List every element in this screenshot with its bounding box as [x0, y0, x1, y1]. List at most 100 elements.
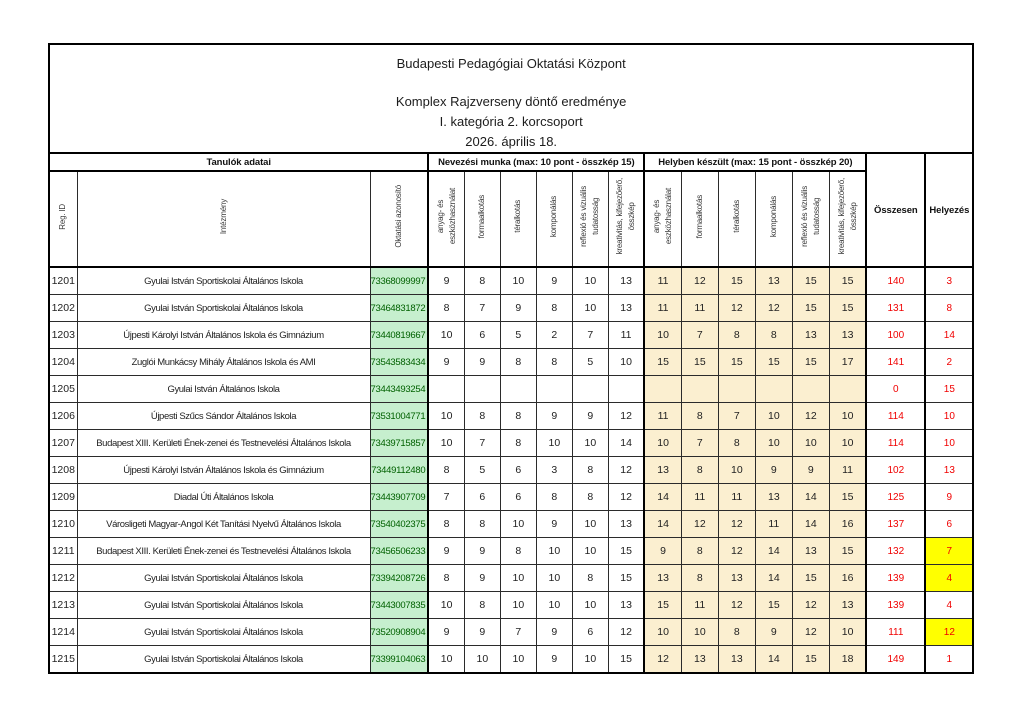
onsite-score-cell: 12 — [791, 618, 830, 646]
table-row: 1208 Újpesti Károlyi István Általános Isk… — [48, 456, 974, 484]
onsite-score-cell — [717, 375, 756, 403]
entry-score-cell: 10 — [535, 591, 573, 619]
entry-score-cell: 10 — [571, 266, 609, 295]
col-header-entry-space: téralkotás — [499, 170, 537, 268]
col-header-reg-id: Reg. ID — [48, 170, 78, 268]
reg-id-cell: 1201 — [48, 266, 78, 295]
entry-score-cell: 7 — [463, 429, 501, 457]
reg-id-cell: 1213 — [48, 591, 78, 619]
onsite-score-cell: 8 — [717, 429, 756, 457]
table-row: 1210 Városligeti Magyar-Angol Két Tanítás… — [48, 510, 974, 538]
results-table: Budapesti Pedagógiai Oktatási Központ Ko… — [48, 43, 975, 674]
entry-score-cell: 10 — [427, 321, 465, 349]
total-cell: 114 — [865, 402, 926, 430]
reg-id-cell: 1208 — [48, 456, 78, 484]
event-title: Komplex Rajzverseny döntő eredménye — [395, 94, 627, 109]
entry-score-cell: 15 — [607, 564, 645, 592]
entry-score-cell: 9 — [463, 348, 501, 376]
col-header-onsite-space: téralkotás — [717, 170, 756, 268]
onsite-score-cell: 17 — [828, 348, 867, 376]
total-cell: 0 — [865, 375, 926, 403]
entry-score-cell: 15 — [607, 537, 645, 565]
onsite-score-cell: 12 — [754, 294, 793, 322]
institution-cell: Gyulai István Sportiskolai Általános Isk… — [76, 591, 371, 619]
entry-score-cell: 10 — [607, 348, 645, 376]
reg-id-cell: 1205 — [48, 375, 78, 403]
onsite-score-cell: 15 — [791, 645, 830, 674]
onsite-score-cell: 13 — [680, 645, 719, 674]
onsite-score-cell: 9 — [643, 537, 682, 565]
entry-score-cell: 10 — [499, 510, 537, 538]
rank-cell: 4 — [924, 591, 974, 619]
onsite-score-cell: 15 — [680, 348, 719, 376]
onsite-score-cell: 8 — [717, 618, 756, 646]
entry-score-cell: 13 — [607, 591, 645, 619]
entry-score-cell: 10 — [535, 429, 573, 457]
entry-score-cell: 9 — [427, 266, 465, 295]
entry-score-cell: 10 — [571, 510, 609, 538]
entry-score-cell: 15 — [607, 645, 645, 674]
reg-id-cell: 1207 — [48, 429, 78, 457]
entry-score-cell — [463, 375, 501, 403]
student-id-cell: 73464831872 — [369, 294, 429, 322]
entry-score-cell: 10 — [427, 402, 465, 430]
rank-cell: 8 — [924, 294, 974, 322]
entry-score-cell: 10 — [571, 645, 609, 674]
reg-id-cell: 1206 — [48, 402, 78, 430]
onsite-score-cell: 11 — [680, 294, 719, 322]
onsite-score-cell: 16 — [828, 510, 867, 538]
reg-id-cell: 1203 — [48, 321, 78, 349]
reg-id-cell: 1204 — [48, 348, 78, 376]
entry-score-cell: 10 — [427, 591, 465, 619]
rank-cell: 10 — [924, 429, 974, 457]
entry-score-cell: 3 — [535, 456, 573, 484]
rank-cell: 9 — [924, 483, 974, 511]
table-row: 1209 Diadal Úti Általános Iskola 734439077… — [48, 483, 974, 511]
rank-cell: 15 — [924, 375, 974, 403]
onsite-score-cell: 15 — [791, 294, 830, 322]
onsite-score-cell: 8 — [717, 321, 756, 349]
total-cell: 102 — [865, 456, 926, 484]
entry-score-cell: 9 — [571, 402, 609, 430]
student-id-cell: 73520908904 — [369, 618, 429, 646]
onsite-score-cell: 8 — [680, 402, 719, 430]
table-row: 1211 Budapest XIII. Kerületi Ének-zenei é… — [48, 537, 974, 565]
onsite-score-cell: 15 — [791, 564, 830, 592]
onsite-score-cell: 15 — [643, 591, 682, 619]
entry-score-cell — [607, 375, 645, 403]
total-cell: 125 — [865, 483, 926, 511]
group-header-row: Tanulók adatai Nevezési munka (max: 10 p… — [48, 152, 974, 268]
entry-score-cell — [499, 375, 537, 403]
entry-score-cell: 10 — [571, 591, 609, 619]
onsite-score-cell: 13 — [643, 456, 682, 484]
entry-score-cell: 6 — [499, 483, 537, 511]
total-cell: 114 — [865, 429, 926, 457]
entry-score-cell: 8 — [535, 294, 573, 322]
institution-cell: Zuglói Munkácsy Mihály Általános Iskola … — [76, 348, 371, 376]
institution-cell: Gyulai István Sportiskolai Általános Isk… — [76, 564, 371, 592]
institution-cell: Újpesti Szűcs Sándor Általános Iskola — [76, 402, 371, 430]
onsite-score-cell: 7 — [680, 321, 719, 349]
rank-cell: 2 — [924, 348, 974, 376]
onsite-score-cell: 10 — [754, 402, 793, 430]
onsite-score-cell: 12 — [680, 510, 719, 538]
col-header-entry-reflection: reflexió és vizuális tudatosság — [571, 170, 609, 268]
entry-score-cell: 10 — [427, 645, 465, 674]
reg-id-cell: 1214 — [48, 618, 78, 646]
reg-id-cell: 1211 — [48, 537, 78, 565]
entry-score-cell: 8 — [463, 402, 501, 430]
onsite-score-cell — [680, 375, 719, 403]
onsite-score-cell: 13 — [754, 483, 793, 511]
total-cell: 149 — [865, 645, 926, 674]
entry-score-cell: 6 — [499, 456, 537, 484]
col-header-onsite-creativity: kreativitás, kifejezőerő, összkép — [828, 170, 867, 268]
total-cell: 141 — [865, 348, 926, 376]
institution-cell: Gyulai István Sportiskolai Általános Isk… — [76, 266, 371, 295]
onsite-score-cell: 12 — [717, 537, 756, 565]
onsite-score-cell: 11 — [643, 402, 682, 430]
entry-score-cell: 8 — [535, 483, 573, 511]
entry-score-cell: 7 — [463, 294, 501, 322]
entry-score-cell — [427, 375, 465, 403]
student-id-cell: 73439715857 — [369, 429, 429, 457]
entry-score-cell: 12 — [607, 456, 645, 484]
